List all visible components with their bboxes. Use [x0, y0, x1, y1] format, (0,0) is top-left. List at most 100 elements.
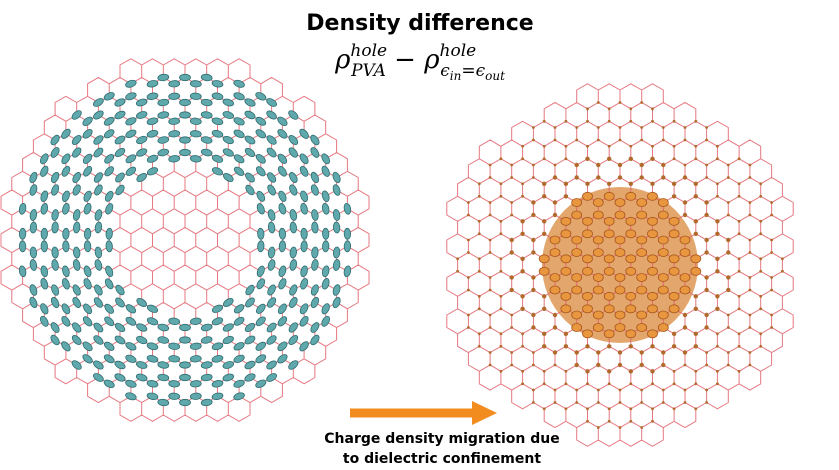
density-dot	[542, 219, 547, 224]
density-dot	[586, 382, 589, 386]
density-lobe	[233, 379, 245, 388]
density-lobe	[592, 273, 604, 282]
density-dot	[683, 363, 687, 367]
density-lobe	[94, 284, 103, 296]
density-dot	[553, 126, 557, 129]
density-lobe	[332, 209, 341, 221]
density-lobe	[157, 336, 170, 344]
density-dot	[617, 162, 623, 168]
density-dot	[575, 401, 579, 404]
density-dot	[628, 156, 633, 161]
density-dot	[737, 269, 741, 273]
density-lobe	[233, 342, 245, 351]
density-dot	[531, 250, 536, 255]
density-lobe	[299, 153, 309, 165]
density-dot	[726, 313, 730, 317]
density-lobe	[157, 73, 170, 82]
density-dot	[520, 294, 525, 299]
density-dot	[510, 201, 514, 204]
density-dot	[770, 251, 773, 254]
density-lobe	[560, 304, 572, 314]
density-dot	[650, 369, 655, 374]
density-dot	[682, 200, 688, 205]
density-lobe	[636, 323, 648, 332]
density-lobe	[582, 254, 593, 264]
density-dot	[499, 332, 503, 336]
density-lobe	[103, 92, 115, 101]
density-lobe	[266, 110, 277, 120]
density-lobe	[94, 184, 103, 196]
density-lobe	[614, 198, 626, 207]
density-lobe	[83, 227, 92, 240]
density-dot	[467, 251, 470, 254]
density-dot	[671, 194, 677, 199]
density-lobe	[40, 202, 49, 215]
density-lobe	[146, 304, 159, 313]
density-dot	[759, 269, 763, 273]
density-lobe	[71, 360, 82, 370]
density-dot	[748, 176, 752, 179]
density-lobe	[179, 336, 191, 344]
density-lobe	[289, 221, 297, 234]
density-dot	[499, 232, 503, 236]
density-dot	[640, 138, 644, 142]
density-dot	[574, 162, 579, 168]
density-lobe	[255, 379, 267, 389]
density-lobe	[322, 227, 330, 240]
density-dot	[521, 194, 524, 198]
density-lobe	[277, 166, 287, 177]
density-dot	[488, 201, 492, 204]
density-lobe	[592, 323, 604, 332]
density-dot	[499, 344, 503, 348]
density-lobe	[625, 191, 637, 201]
density-lobe	[277, 354, 288, 364]
density-dot	[586, 119, 589, 123]
density-lobe	[114, 98, 126, 107]
density-dot	[748, 351, 752, 354]
density-dot	[596, 101, 600, 104]
density-dot	[499, 257, 503, 261]
density-lobe	[146, 167, 159, 176]
density-lobe	[222, 323, 234, 332]
density-lobe	[146, 129, 159, 138]
density-dot	[726, 363, 730, 367]
density-dot	[726, 163, 730, 167]
density-lobe	[179, 361, 191, 369]
density-dot	[726, 326, 730, 329]
density-dot	[488, 363, 492, 367]
density-dot	[586, 407, 589, 411]
density-lobe	[288, 297, 298, 308]
density-lobe	[288, 110, 299, 120]
density-lobe	[72, 284, 81, 296]
density-dot	[542, 407, 546, 411]
density-dot	[704, 275, 709, 280]
density-dot	[759, 344, 763, 348]
density-dot	[770, 326, 773, 329]
density-lobe	[321, 153, 331, 165]
density-lobe	[211, 129, 224, 138]
density-dot	[705, 401, 708, 404]
density-lobe	[625, 229, 637, 239]
density-lobe	[189, 117, 202, 125]
density-lobe	[29, 171, 38, 184]
density-lobe	[233, 166, 245, 176]
density-lobe	[105, 203, 114, 215]
density-lobe	[72, 259, 81, 271]
density-lobe	[71, 135, 82, 145]
density-dot	[748, 288, 752, 292]
density-lobe	[311, 221, 319, 234]
density-lobe	[168, 317, 181, 325]
density-lobe	[125, 117, 137, 126]
density-lobe	[93, 98, 104, 107]
density-lobe	[549, 273, 561, 282]
density-lobe	[267, 259, 276, 271]
density-dot	[617, 350, 623, 355]
density-lobe	[299, 165, 309, 177]
density-lobe	[105, 240, 113, 253]
density-dot	[552, 350, 558, 355]
density-lobe	[168, 117, 181, 125]
density-lobe	[211, 80, 224, 88]
density-lobe	[614, 235, 626, 245]
density-lobe	[614, 248, 626, 257]
density-lobe	[51, 221, 59, 234]
